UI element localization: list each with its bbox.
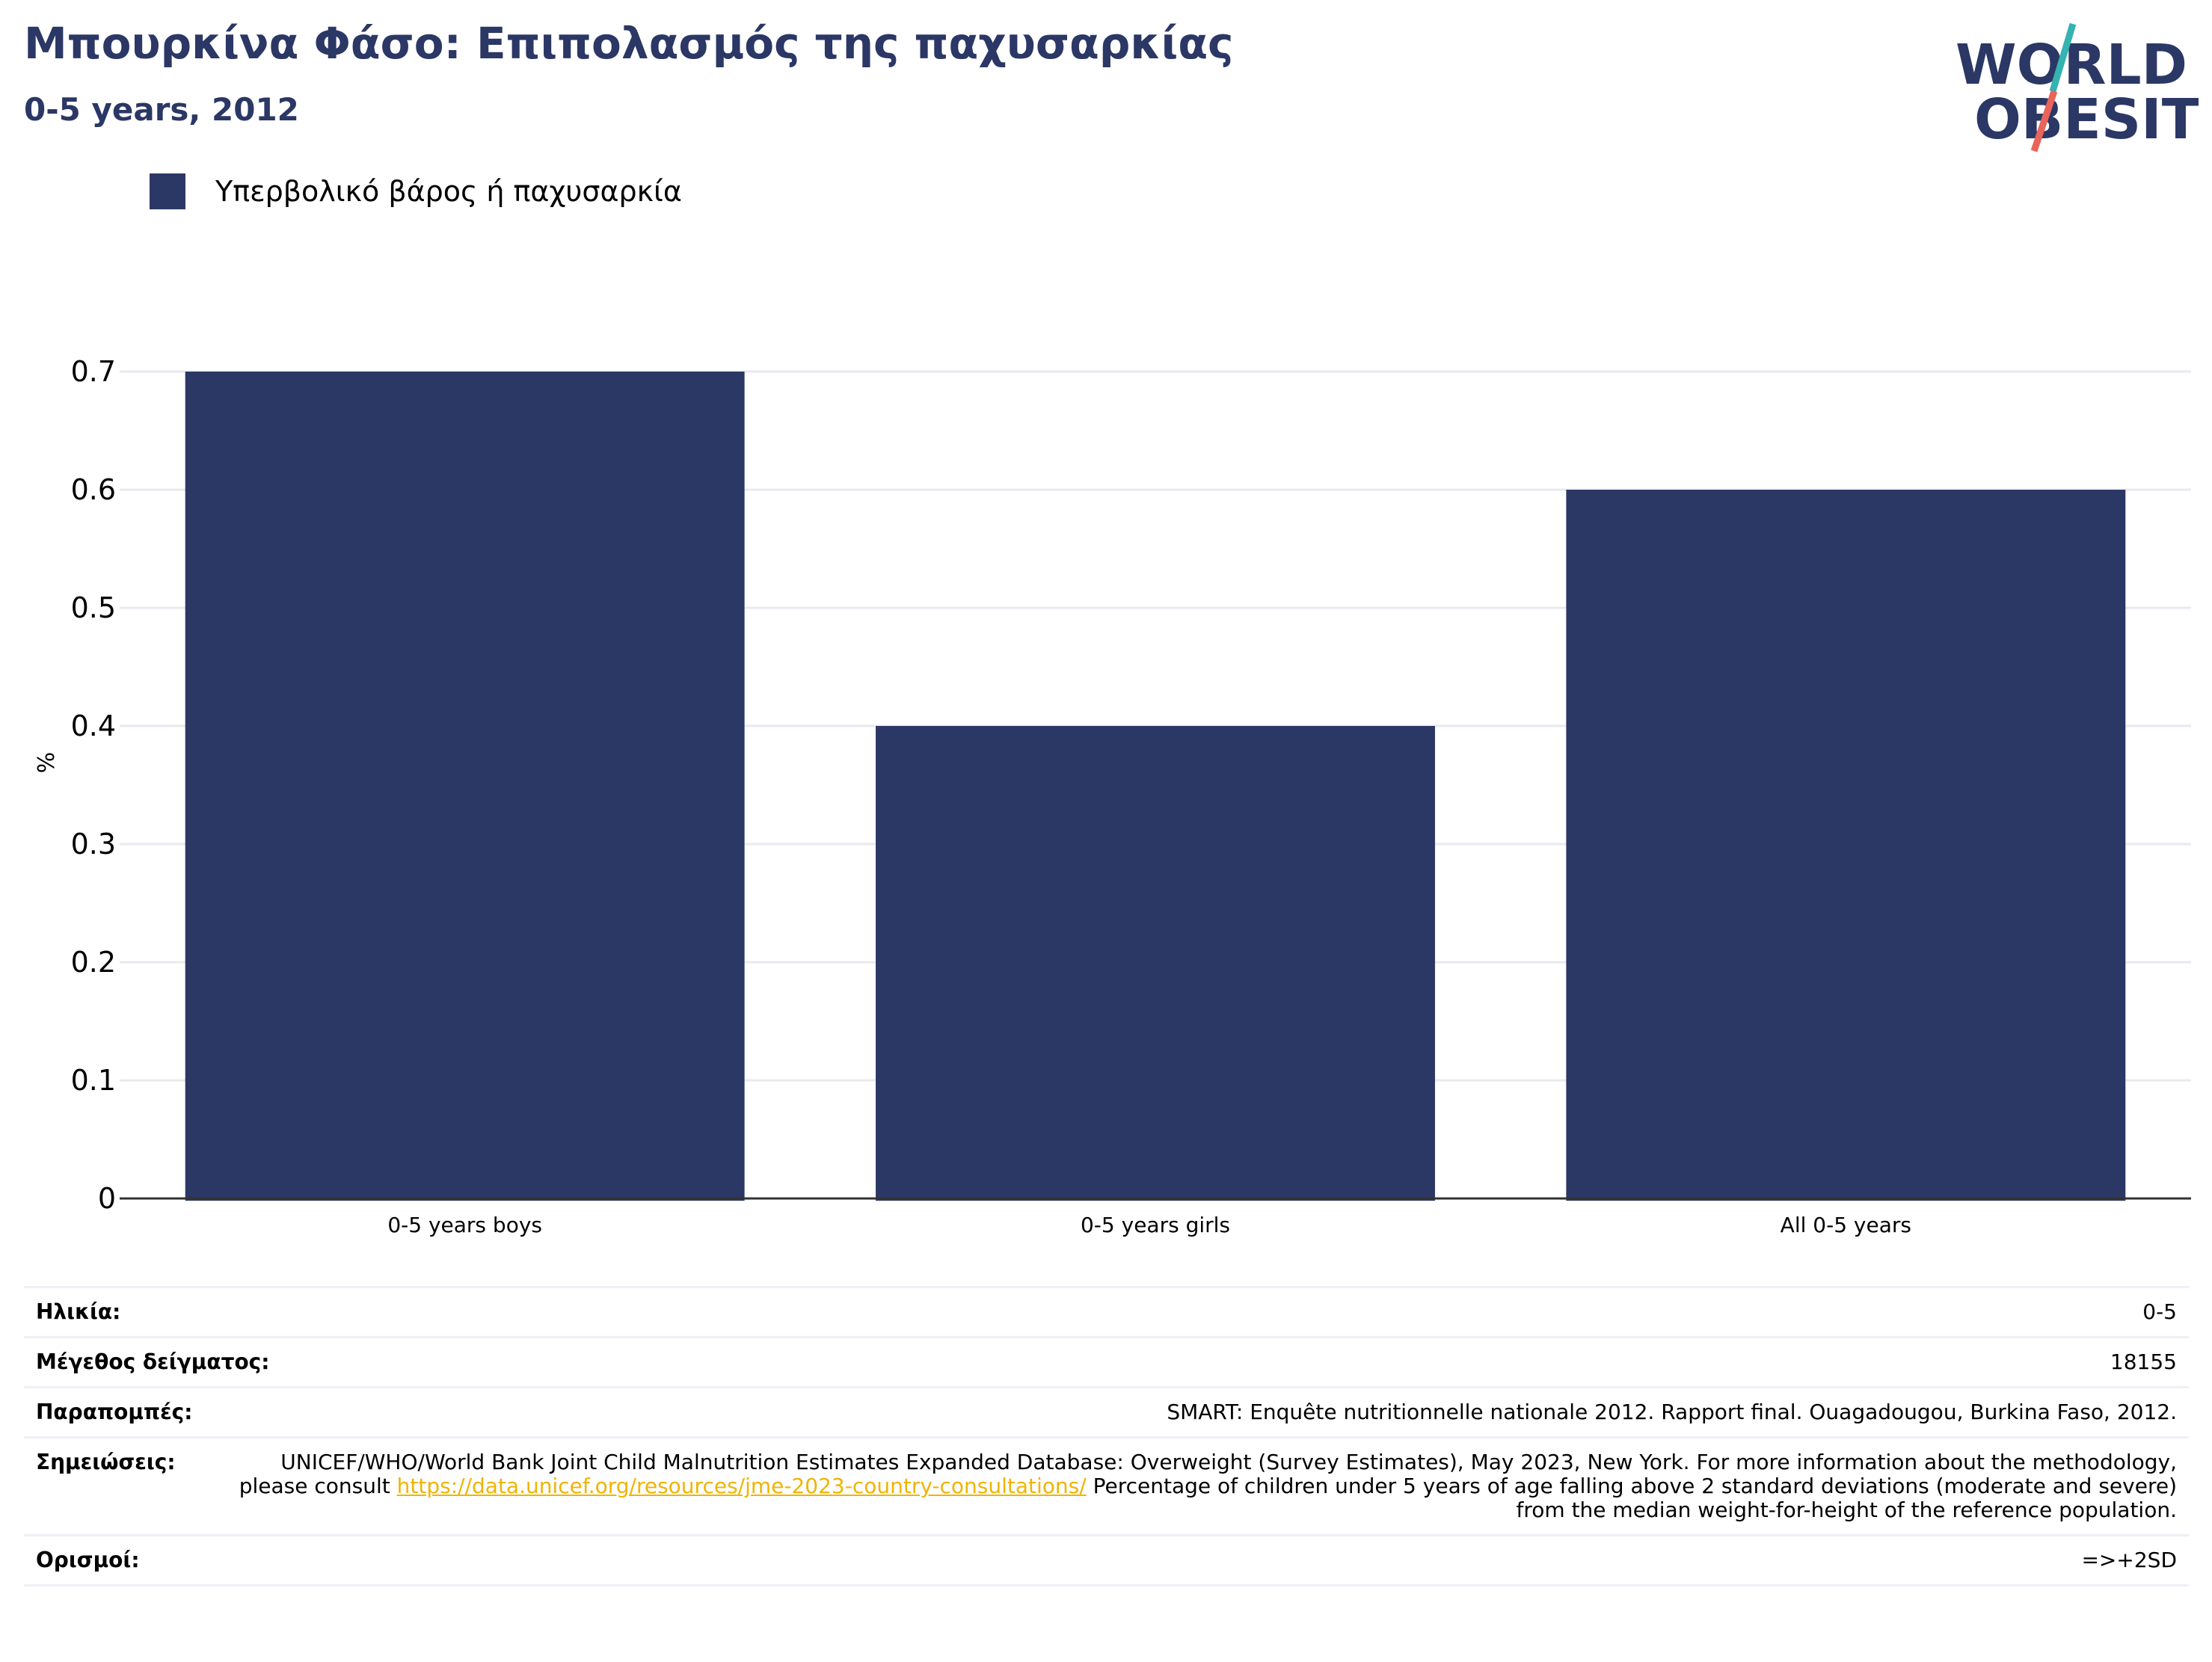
definitions-value: =>+2SD [2081, 1548, 2177, 1572]
bars [185, 372, 2126, 1201]
notes-text-pre: UNICEF/WHO/World Bank Joint Child Malnut… [239, 1450, 2177, 1498]
bar[interactable] [185, 372, 745, 1201]
notes-text-post: Percentage of children under 5 years of … [1086, 1474, 2177, 1522]
logo-slash-teal [2049, 22, 2077, 93]
y-tick-label: 0.6 [71, 473, 116, 506]
chart-title: Μπουρκίνα Φάσο: Επιπολασμός της παχυσαρκ… [24, 18, 1234, 69]
meta-row-age: Ηλικία: 0-5 [24, 1286, 2189, 1336]
meta-row-references: Παραπομπές: SMART: Enquête nutritionnell… [24, 1386, 2189, 1436]
logo-word-world: WORLD [1956, 33, 2187, 97]
bar[interactable] [876, 726, 1435, 1201]
sample-size-label: Μέγεθος δείγματος: [36, 1349, 270, 1374]
notes-label: Σημειώσεις: [36, 1450, 176, 1474]
definitions-label: Ορισμοί: [36, 1548, 140, 1572]
logo-word-obesity: OBESITY [1974, 87, 2199, 152]
world-obesity-logo: WORLD OBESITY [1956, 22, 2199, 153]
chart-subtitle: 0-5 years, 2012 [24, 91, 299, 128]
age-label: Ηλικία: [36, 1299, 121, 1324]
meta-row-definitions: Ορισμοί: =>+2SD [24, 1534, 2189, 1586]
logo-slash-coral [2030, 90, 2058, 153]
legend-swatch [150, 173, 185, 209]
meta-row-notes: Σημειώσεις: UNICEF/WHO/World Bank Joint … [24, 1436, 2189, 1534]
x-tick-labels: 0-5 years boys 0-5 years girls All 0-5 yea… [387, 1213, 1911, 1237]
y-tick-label: 0.3 [71, 828, 116, 861]
references-label: Παραπομπές: [36, 1400, 193, 1424]
age-value: 0-5 [2142, 1299, 2177, 1324]
bar-chart: 00.10.20.30.40.50.60.7 0-5 years boys 0-5… [34, 355, 2191, 1237]
x-tick-label: 0-5 years boys [387, 1213, 542, 1237]
methodology-link[interactable]: https://data.unicef.org/resources/jme-20… [396, 1474, 1087, 1498]
bar[interactable] [1566, 490, 2126, 1201]
sample-size-value: 18155 [2110, 1349, 2177, 1374]
legend-label: Υπερβολικό βάρος ή παχυσαρκία [215, 175, 682, 208]
legend: Υπερβολικό βάρος ή παχυσαρκία [150, 172, 682, 211]
y-tick-label: 0.2 [71, 946, 116, 979]
references-value: SMART: Enquête nutritionnelle nationale … [1167, 1400, 2177, 1424]
y-tick-label: 0.7 [71, 355, 116, 388]
meta-row-sample-size: Μέγεθος δείγματος: 18155 [24, 1336, 2189, 1386]
y-tick-labels: 0 0.1 0.2 0.3 0.4 0.5 0.6 0.7 [71, 355, 116, 1215]
notes-value: UNICEF/WHO/World Bank Joint Child Malnut… [221, 1450, 2177, 1522]
y-tick-label: 0.5 [71, 591, 116, 624]
y-axis-label: % [34, 752, 60, 774]
y-tick-label: 0.1 [71, 1064, 116, 1097]
x-tick-label: All 0-5 years [1781, 1213, 1911, 1237]
metadata-table: Ηλικία: 0-5 Μέγεθος δείγματος: 18155 Παρ… [24, 1286, 2189, 1586]
y-tick-label: 0.4 [71, 710, 116, 742]
x-tick-label: 0-5 years girls [1081, 1213, 1230, 1237]
y-tick-label: 0 [98, 1182, 116, 1215]
